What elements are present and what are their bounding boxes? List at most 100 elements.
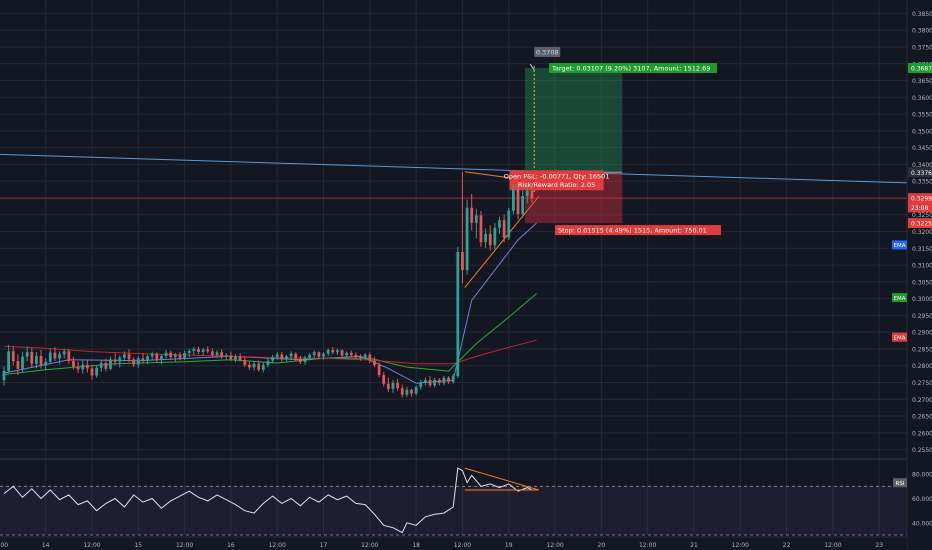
open-label-bg	[509, 170, 604, 191]
candle-body	[266, 360, 270, 366]
time-tick-label: 15	[134, 542, 142, 549]
candle	[275, 352, 279, 360]
stop-label: Stop: 0.01515 (4.49%) 1515, Amount: 750.…	[558, 227, 707, 235]
candle-body	[336, 350, 339, 353]
candle-body	[405, 389, 409, 395]
candle	[39, 349, 43, 369]
candle-body	[396, 382, 400, 389]
candle	[507, 207, 511, 240]
candle	[16, 354, 20, 376]
candle-body	[442, 377, 446, 384]
open-label-2: Risk/Reward Ratio: 2.05	[518, 181, 595, 189]
candle	[72, 357, 75, 370]
candle	[85, 359, 89, 373]
price-label-bg	[908, 193, 932, 204]
candle	[285, 354, 288, 363]
candle	[224, 352, 228, 360]
candle	[62, 348, 66, 359]
candle-body	[155, 353, 159, 361]
candle-body	[470, 207, 474, 223]
candle-body	[414, 387, 418, 394]
candle	[90, 365, 94, 380]
candle	[11, 346, 15, 366]
candle-body	[419, 382, 423, 388]
candle	[2, 366, 6, 386]
candle	[525, 184, 529, 204]
candle-body	[349, 352, 353, 355]
price-label: 0.36873	[911, 66, 932, 73]
candle-body	[479, 215, 483, 243]
candle	[210, 348, 214, 358]
candle-body	[58, 354, 61, 359]
candle-body	[229, 355, 233, 360]
candle	[322, 351, 325, 360]
candle-body	[127, 354, 131, 360]
candle-body	[312, 352, 316, 355]
candle-body	[465, 207, 469, 271]
trendline	[0, 153, 908, 184]
time-tick-label: 14	[42, 542, 50, 549]
candle	[289, 351, 293, 360]
candle-body	[173, 354, 177, 358]
candle-body	[104, 363, 108, 369]
candle	[76, 361, 80, 374]
time-tick-label: 21	[690, 542, 698, 549]
candle	[474, 208, 478, 239]
time-tick-label: 12:00	[454, 542, 471, 549]
candle-body	[192, 348, 196, 351]
candle	[118, 355, 122, 368]
candle	[164, 349, 168, 359]
time-axis[interactable]: 12:00 14 12:00 15 12:00 16 12:00 17 12:00 18 12:00…	[0, 536, 907, 550]
candle-body	[386, 383, 390, 389]
candle-body	[308, 354, 312, 358]
candle	[405, 386, 409, 397]
candle-body	[359, 356, 362, 359]
candle	[25, 346, 29, 362]
candle-body	[197, 348, 200, 352]
candle-body	[285, 356, 288, 360]
ema-badge-bg	[892, 240, 907, 250]
candle-body	[484, 233, 487, 243]
candle	[261, 362, 265, 373]
price-label: 23:08	[911, 205, 928, 212]
candle	[470, 193, 474, 231]
candle	[396, 378, 400, 391]
candle	[373, 357, 376, 368]
candle-body	[224, 355, 228, 357]
candle-body	[99, 363, 103, 368]
candle-body	[164, 352, 168, 356]
candle-body	[437, 379, 441, 384]
candle-body	[317, 352, 321, 357]
candle-body	[271, 357, 274, 361]
candle	[391, 379, 395, 393]
candle	[146, 354, 149, 365]
candle-body	[400, 388, 404, 395]
candle	[150, 351, 154, 361]
candle-body	[511, 188, 515, 211]
candle-body	[521, 195, 525, 215]
candle-body	[507, 210, 511, 238]
candle	[99, 359, 103, 372]
time-tick-label: 18	[412, 542, 420, 549]
candle-body	[30, 351, 34, 364]
candle	[354, 352, 358, 360]
marker-text: 0.3708	[536, 49, 559, 57]
candle-body	[447, 377, 450, 382]
candle	[493, 223, 497, 250]
candle-body	[90, 368, 94, 376]
candle-body	[303, 357, 307, 363]
candle	[465, 199, 469, 275]
position-tool[interactable]: 0.3708 Target: 0.03107 (9.20%) 3107, Amou…	[504, 47, 721, 236]
candle-body	[220, 352, 224, 357]
rsi-badge: RSI	[896, 481, 905, 487]
price-axis[interactable]: 0.385000.380000.375000.370000.365000.360…	[892, 0, 932, 550]
candle	[382, 372, 386, 387]
candle-body	[118, 357, 122, 362]
